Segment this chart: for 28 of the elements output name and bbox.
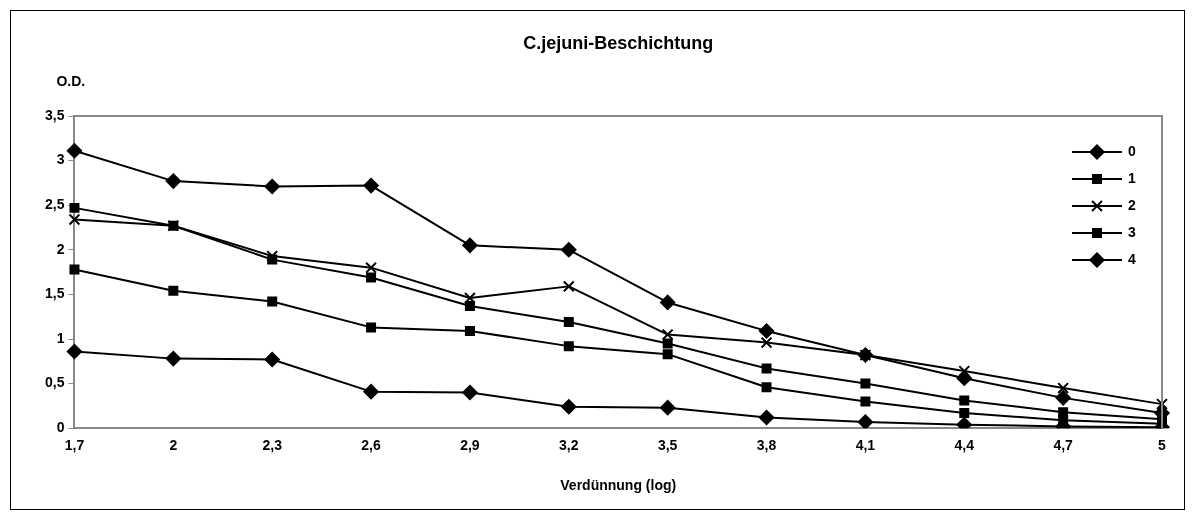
legend-label: 2 xyxy=(1128,196,1136,213)
y-tick-label: 1,5 xyxy=(44,285,65,302)
x-tick-label: 4,1 xyxy=(855,437,876,454)
x-tick-label: 3,5 xyxy=(657,437,678,454)
x-tick-label: 4,7 xyxy=(1053,437,1074,454)
x-tick-label: 2 xyxy=(169,437,178,454)
x-tick-label: 1,7 xyxy=(64,437,85,454)
x-tick-label: 5 xyxy=(1158,437,1167,454)
x-tick-label: 2,6 xyxy=(361,437,381,454)
x-tick-label: 2,3 xyxy=(262,437,283,454)
x-tick-label: 3,8 xyxy=(756,437,777,454)
y-tick-label: 0 xyxy=(56,419,65,436)
chart-title: C.jejuni-Beschichtung xyxy=(523,32,714,53)
y-tick-label: 2 xyxy=(56,240,65,257)
legend-label: 3 xyxy=(1128,223,1136,240)
y-tick-label: 2,5 xyxy=(44,196,65,213)
legend-label: 1 xyxy=(1128,169,1136,186)
x-axis-title: Verdünnung (log) xyxy=(560,477,677,494)
legend-label: 0 xyxy=(1128,142,1136,159)
y-tick-label: 3,5 xyxy=(44,106,65,123)
x-tick-label: 4,4 xyxy=(954,437,975,454)
x-tick-label: 3,2 xyxy=(559,437,579,454)
x-tick-label: 2,9 xyxy=(460,437,480,454)
y-tick-label: 0,5 xyxy=(44,374,65,391)
y-tick-label: 3 xyxy=(56,151,65,168)
legend-label: 4 xyxy=(1128,250,1136,267)
y-axis-title: O.D. xyxy=(56,72,86,89)
y-tick-label: 1 xyxy=(56,329,65,346)
